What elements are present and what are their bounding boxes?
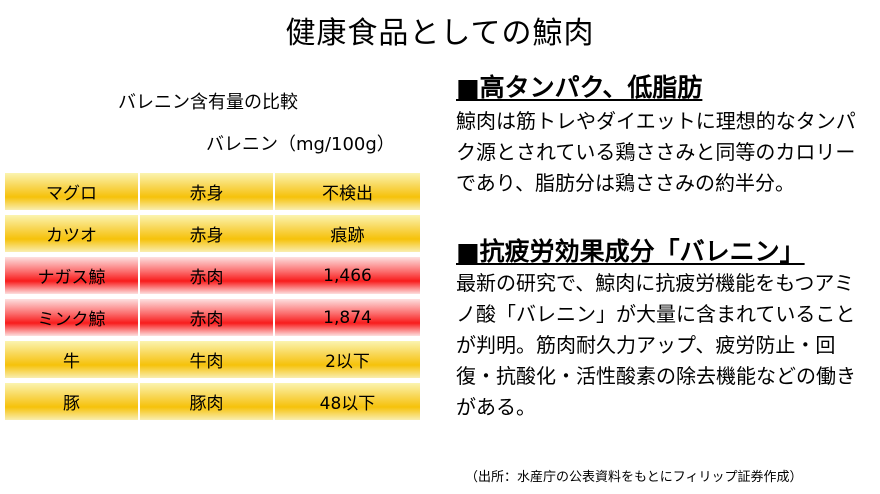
table-cell-value: 1,874: [275, 299, 420, 336]
table-row: ナガス鯨 赤肉 1,466: [5, 257, 420, 294]
table-row: カツオ 赤身 痕跡: [5, 215, 420, 252]
table-cell-name: ミンク鯨: [5, 299, 140, 336]
section-text-protein: 鯨肉は筋トレやダイエットに理想的なタンパク源とされている鶏ささみと同等のカロリー…: [456, 109, 856, 195]
table-cell-value: 不検出: [275, 173, 420, 210]
table-cell-name: 豚: [5, 383, 140, 420]
table-cell-part: 赤身: [140, 215, 275, 252]
balenine-comparison-table: マグロ 赤身 不検出 カツオ 赤身 痕跡 ナガス鯨 赤肉 1,466 ミンク鯨 赤肉 1,874 牛牛肉…: [5, 168, 420, 425]
table-row: マグロ 赤身 不検出: [5, 173, 420, 210]
section-text-balenine: 最新の研究で、鯨肉に抗疲労機能をもつアミノ酸「バレニン」が大量に含まれていること…: [456, 271, 856, 419]
table-cell-part: 豚肉: [140, 383, 275, 420]
table-unit-label: バレニン（mg/100g）: [206, 134, 395, 155]
table-cell-value: 痕跡: [275, 215, 420, 252]
table-cell-value: 1,466: [275, 257, 420, 294]
page-title: 健康食品としての鯨肉: [285, 16, 595, 51]
section-heading-balenine: ■抗疲労効果成分「バレニン」: [456, 237, 805, 266]
table-cell-name: 牛: [5, 341, 140, 378]
table-cell-name: カツオ: [5, 215, 140, 252]
table-cell-name: マグロ: [5, 173, 140, 210]
table-cell-value: 48以下: [275, 383, 420, 420]
table-cell-part: 赤肉: [140, 257, 275, 294]
table-cell-value: 2以下: [275, 341, 420, 378]
table-cell-part: 赤身: [140, 173, 275, 210]
section-heading-protein: ■高タンパク、低脂肪: [456, 73, 703, 102]
source-note: （出所：水産庁の公表資料をもとにフィリップ証券作成）: [465, 470, 803, 485]
table-cell-part: 赤肉: [140, 299, 275, 336]
table-row: 豚豚肉 48以下: [5, 383, 420, 420]
table-caption: バレニン含有量の比較: [118, 92, 298, 113]
table-cell-name: ナガス鯨: [5, 257, 140, 294]
table-row: 牛牛肉 2以下: [5, 341, 420, 378]
table-cell-part: 牛肉: [140, 341, 275, 378]
table-row: ミンク鯨 赤肉 1,874: [5, 299, 420, 336]
